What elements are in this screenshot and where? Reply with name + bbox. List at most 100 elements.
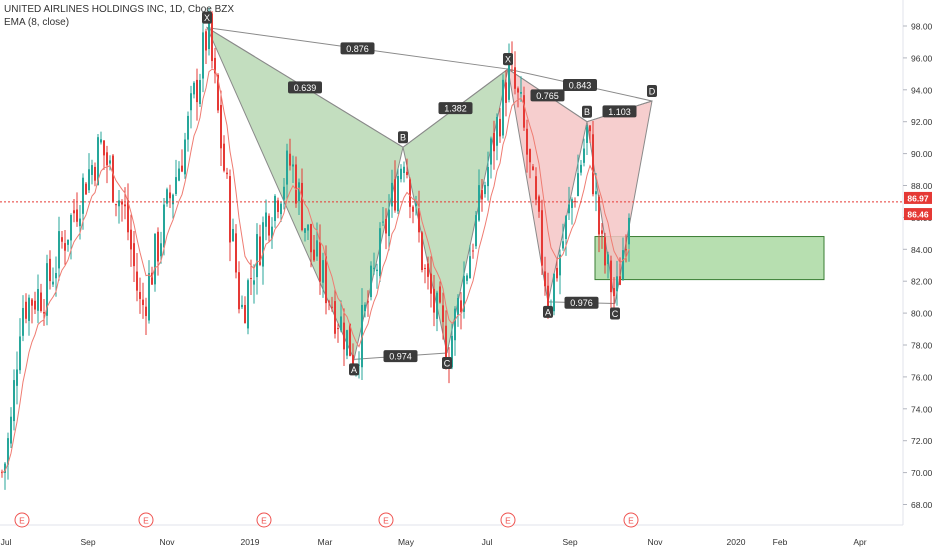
point-label: C xyxy=(444,358,451,368)
ratio-label-box xyxy=(288,81,322,94)
ema-line xyxy=(1,68,630,474)
ratio-label-box xyxy=(602,105,637,118)
point-label: X xyxy=(204,13,210,23)
candle-body xyxy=(10,416,12,444)
candle-body xyxy=(574,201,576,203)
price-label: 86.46 xyxy=(907,210,929,220)
price-tick-label: 98.00 xyxy=(911,22,932,32)
candle-body xyxy=(148,273,150,321)
candle-body xyxy=(421,232,423,270)
candle-body xyxy=(205,31,207,51)
candle-body xyxy=(388,209,390,237)
candle-body xyxy=(157,231,159,262)
candle-body xyxy=(517,88,519,93)
candle-body xyxy=(40,292,42,311)
candle-body xyxy=(445,325,447,368)
candle-body xyxy=(265,212,267,227)
candle-body xyxy=(430,273,432,294)
candle-body xyxy=(577,173,579,197)
target-zone[interactable] xyxy=(594,236,825,281)
candle-body xyxy=(178,168,180,181)
candle-body xyxy=(55,272,57,279)
candle-body xyxy=(346,330,348,356)
candle-body xyxy=(556,267,558,279)
candle-body xyxy=(106,152,108,166)
price-tick-label: 70.00 xyxy=(911,468,932,478)
price-axis[interactable]: 98.0096.0094.0092.0090.0088.0086.0084.00… xyxy=(903,22,932,511)
candle-body xyxy=(271,226,273,239)
price-tick-label: 72.00 xyxy=(911,436,932,446)
time-tick-label: Apr xyxy=(853,537,866,547)
earnings-event-icon xyxy=(623,512,639,528)
candle-body xyxy=(166,189,168,204)
candle-body xyxy=(172,194,174,205)
candle-body xyxy=(340,316,342,331)
price-tick-label: 76.00 xyxy=(911,372,932,382)
candle-body xyxy=(94,166,96,181)
time-axis[interactable]: Jul Sep Nov 2019 Mar May Jul Sep Nov 2020 Feb Apr xyxy=(1,537,867,547)
candle-body xyxy=(526,128,528,155)
candle-body xyxy=(286,150,288,185)
price-tick-label: 80.00 xyxy=(911,309,932,319)
point-label-box xyxy=(503,53,513,66)
candle-body xyxy=(493,133,495,152)
price-labels: 86.97 86.46 xyxy=(904,191,932,221)
candle-body xyxy=(16,369,18,386)
earnings-event-label: E xyxy=(19,516,25,526)
candle-body xyxy=(442,305,444,323)
candle-body xyxy=(604,237,606,266)
candle-body xyxy=(280,203,282,215)
candle-body xyxy=(514,67,516,89)
candle-body xyxy=(58,231,60,269)
indicator-legend[interactable]: EMA (8, close) xyxy=(4,17,70,28)
candle-body xyxy=(427,263,429,277)
ratio-label: 0.765 xyxy=(536,91,559,101)
candle-body xyxy=(535,176,537,200)
time-tick-label: Sep xyxy=(562,537,577,547)
candle-body xyxy=(598,196,600,235)
candle-body xyxy=(295,164,297,204)
candle-body xyxy=(283,186,285,200)
candle-body xyxy=(373,267,375,269)
price-tick-label: 82.00 xyxy=(911,277,932,287)
pattern-labels: 0.639 1.382 0.974 0.876 X A B C D 0.765 1.103 0.976… xyxy=(202,11,657,376)
candle-body xyxy=(85,183,87,195)
price-label: 86.97 xyxy=(907,193,929,203)
candle-body xyxy=(463,276,465,312)
ratio-label-box xyxy=(564,296,599,309)
candle-body xyxy=(262,222,264,267)
ratio-label: 0.976 xyxy=(570,298,593,308)
time-tick-label: Feb xyxy=(773,537,788,547)
candle-body xyxy=(160,243,162,257)
candle-body xyxy=(496,116,498,146)
candle-body xyxy=(109,160,111,164)
candle-body xyxy=(337,328,339,330)
candle-body xyxy=(13,380,15,422)
candle-body xyxy=(433,288,435,313)
candle-body xyxy=(70,215,72,241)
candle-body xyxy=(37,289,39,311)
candle-body xyxy=(19,336,21,371)
point-label: A xyxy=(351,365,357,375)
candle-body xyxy=(586,126,588,143)
candle-body xyxy=(472,250,474,252)
candle-body xyxy=(580,164,582,173)
candle-body xyxy=(211,13,213,62)
candle-body xyxy=(523,95,525,128)
candle-body xyxy=(619,276,621,285)
candle-body xyxy=(385,218,387,234)
candle-body xyxy=(43,312,45,314)
candle-body xyxy=(541,210,543,266)
candle-body xyxy=(499,118,501,137)
candle-body xyxy=(592,134,594,195)
candle-body xyxy=(115,204,117,206)
candle-body xyxy=(235,233,237,273)
candle-body xyxy=(229,176,231,243)
time-tick-label: May xyxy=(398,537,415,547)
candle-body xyxy=(562,241,564,249)
symbol-title[interactable]: UNITED AIRLINES HOLDINGS INC, 1D, Cboe B… xyxy=(4,4,235,15)
candle-body xyxy=(481,190,483,200)
candle-body xyxy=(247,280,249,329)
